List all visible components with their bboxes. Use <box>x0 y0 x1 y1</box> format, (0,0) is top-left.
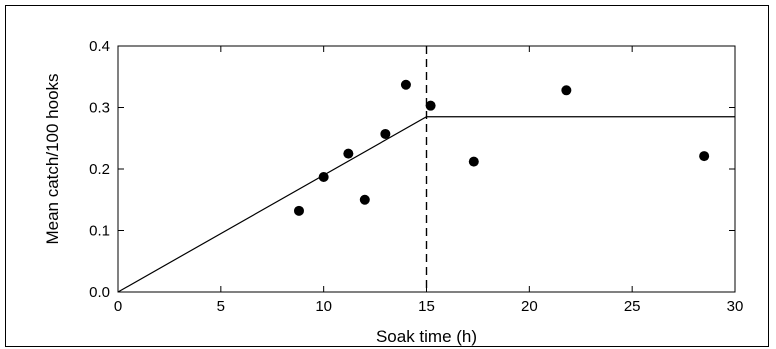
y-tick-label: 0.1 <box>89 223 110 240</box>
y-axis-title: Mean catch/100 hooks <box>43 73 62 244</box>
x-tick-label: 10 <box>315 298 332 315</box>
x-tick-label: 0 <box>114 298 122 315</box>
data-point <box>400 79 411 90</box>
x-tick-label: 25 <box>624 298 641 315</box>
x-tick-label: 15 <box>418 298 435 315</box>
data-point <box>425 100 436 111</box>
y-tick-label: 0.2 <box>89 161 110 178</box>
data-point <box>561 85 572 96</box>
data-point <box>293 205 304 216</box>
y-tick-label: 0.3 <box>89 100 110 117</box>
data-point <box>699 151 710 162</box>
x-axis-title: Soak time (h) <box>376 327 477 346</box>
y-tick-label: 0.0 <box>89 284 110 301</box>
plot-area: 0 5 10 15 20 25 30 0.0 0.1 0.2 0.3 0.4 <box>89 38 743 315</box>
x-tick-label: 20 <box>521 298 538 315</box>
y-tick-label: 0.4 <box>89 38 110 55</box>
chart-frame <box>5 5 769 347</box>
data-point <box>359 194 370 205</box>
x-tick-label: 30 <box>727 298 744 315</box>
x-tick-label: 5 <box>217 298 225 315</box>
data-point <box>343 148 354 159</box>
data-point <box>380 128 391 139</box>
data-point <box>468 156 479 167</box>
data-point <box>318 171 329 182</box>
